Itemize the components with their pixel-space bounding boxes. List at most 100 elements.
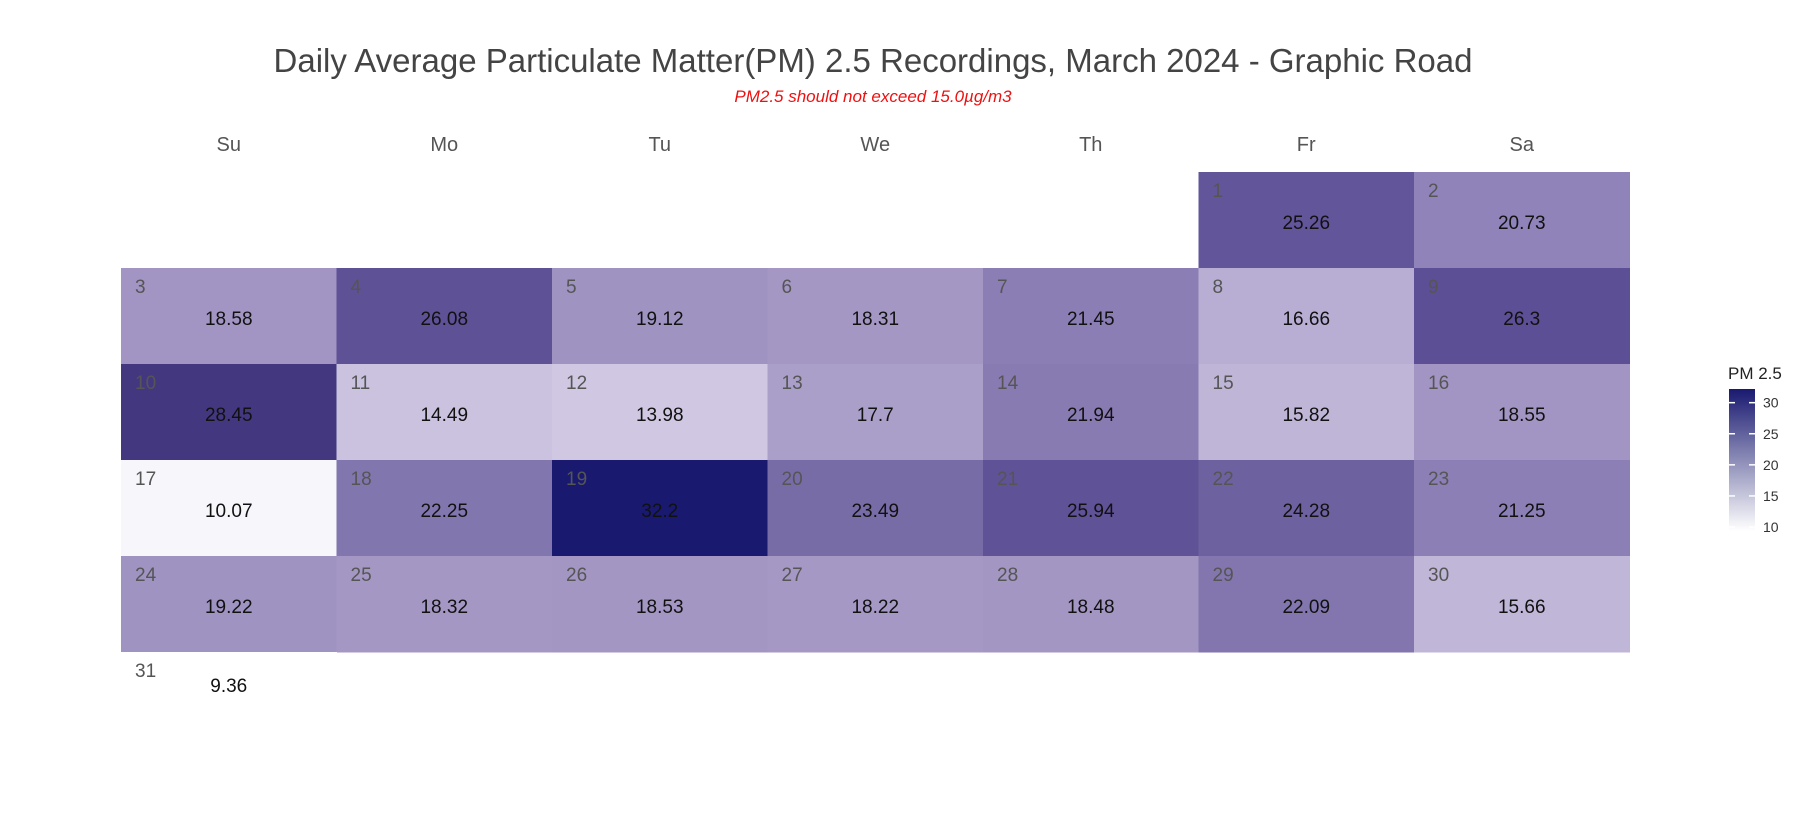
day-cell-rect: [336, 556, 553, 653]
day-cell-27: 27 18.22: [767, 556, 984, 653]
day-cell-9: 926.3: [1414, 268, 1630, 365]
day-cell-rect: [336, 268, 553, 365]
day-value-label: 26.3: [1503, 309, 1540, 330]
day-value-label: 18.58: [205, 309, 253, 330]
day-cell-3: 318.58: [121, 268, 337, 365]
day-number: 14: [997, 373, 1019, 394]
day-value-label: 25.94: [1067, 501, 1115, 522]
weekday-header: Su Mo Tu We Th Fr Sa: [217, 134, 1535, 156]
day-cell-10: 10 28.45: [121, 364, 337, 461]
day-cell-rect: [336, 460, 553, 557]
day-value-label: 25.26: [1282, 213, 1330, 234]
day-cell-rect: [1414, 172, 1630, 269]
day-value-label: 22.09: [1282, 597, 1330, 618]
day-value-label: 13.98: [636, 405, 684, 426]
day-value-label: 19.22: [205, 597, 253, 618]
day-cell-7: 721.45: [983, 268, 1199, 365]
day-value-label: 26.08: [420, 309, 468, 330]
day-number: 16: [1428, 373, 1449, 394]
day-cell-5: 519.12: [552, 268, 768, 365]
weekday-label-mo: Mo: [430, 134, 458, 156]
day-cell-rect: [767, 556, 984, 653]
day-cell-15: 15 15.82: [1198, 364, 1415, 461]
day-number: 15: [1213, 373, 1234, 394]
day-cell-rect: [552, 268, 768, 365]
day-number: 19: [566, 469, 587, 490]
day-number: 24: [135, 565, 157, 586]
day-cell-26: 26 18.53: [552, 556, 768, 653]
legend-ticks: 10 15 20 25 30: [1729, 395, 1779, 535]
day-cell-rect: [121, 460, 337, 557]
day-cell-17: 17 10.07: [121, 460, 337, 557]
day-value-label: 22.25: [420, 501, 468, 522]
day-value-label: 15.66: [1498, 597, 1546, 618]
day-cell-rect: [552, 556, 768, 653]
chart-title: Daily Average Particulate Matter(PM) 2.5…: [274, 42, 1473, 79]
day-cell-4: 426.08: [336, 268, 553, 365]
weekday-label-we: We: [860, 134, 890, 156]
day-value-label: 21.45: [1067, 309, 1115, 330]
day-cell-29: 29 22.09: [1198, 556, 1415, 653]
weekday-label-fr: Fr: [1297, 134, 1316, 156]
day-value-label: 16.66: [1282, 309, 1330, 330]
day-value-label: 32.2: [641, 501, 678, 522]
legend-tick-label: 20: [1763, 457, 1779, 473]
day-cell-6: 618.31: [767, 268, 984, 365]
day-value-label: 18.55: [1498, 405, 1546, 426]
day-cell-rect: [1414, 460, 1630, 557]
day-number: 27: [782, 565, 803, 586]
day-cell-16: 16 18.55: [1414, 364, 1630, 461]
day-cell-rect: [1414, 364, 1630, 461]
day-cell-1: 125.26: [1198, 172, 1415, 269]
day-value-label: 17.7: [857, 405, 894, 426]
legend-tick-label: 10: [1763, 519, 1779, 535]
day-cell-24: 24 19.22: [121, 556, 337, 653]
legend-tick-label: 30: [1763, 395, 1779, 411]
day-number: 21: [997, 469, 1018, 490]
day-cell-rect: [552, 460, 768, 557]
day-value-label: 24.28: [1282, 501, 1330, 522]
day-cell-12: 12 13.98: [552, 364, 768, 461]
day-cell-rect: [1414, 268, 1630, 365]
day-cell-8: 816.66: [1198, 268, 1415, 365]
day-cell-rect: [1414, 556, 1630, 653]
day-cell-22: 22 24.28: [1198, 460, 1415, 557]
day-number: 9: [1428, 277, 1439, 298]
day-number: 25: [351, 565, 372, 586]
day-number: 11: [351, 373, 371, 394]
day-number: 23: [1428, 469, 1449, 490]
day-cell-rect: [767, 364, 984, 461]
day-cell-30: 30 15.66: [1414, 556, 1630, 653]
weekday-label-th: Th: [1079, 134, 1102, 156]
day-number: 26: [566, 565, 587, 586]
day-cell-21: 21 25.94: [983, 460, 1199, 557]
day-number: 7: [997, 277, 1008, 298]
day-cell-rect: [983, 268, 1199, 365]
day-number: 18: [351, 469, 372, 490]
weekday-label-sa: Sa: [1510, 134, 1535, 156]
day-cell-20: 20 23.49: [767, 460, 984, 557]
day-number: 4: [351, 277, 362, 298]
color-legend: PM 2.5 10 15 20 25 30: [1728, 364, 1782, 535]
day-value-label: 18.22: [851, 597, 899, 618]
weekday-label-su: Su: [217, 134, 241, 156]
day-value-label: 18.31: [851, 309, 899, 330]
day-number: 2: [1428, 181, 1439, 202]
day-cell-11: 11 14.49: [336, 364, 553, 461]
day-cell-rect: [983, 364, 1199, 461]
day-cell-18: 18 22.25: [336, 460, 553, 557]
chart-subtitle: PM2.5 should not exceed 15.0µg/m3: [734, 87, 1012, 106]
day-cell-rect: [1198, 268, 1415, 365]
day-number: 22: [1213, 469, 1234, 490]
day-cell-rect: [121, 364, 337, 461]
day-value-label: 14.49: [420, 405, 468, 426]
day-cell-rect: [983, 460, 1199, 557]
day-number: 17: [135, 469, 156, 490]
weekday-label-tu: Tu: [648, 134, 671, 156]
day-number: 8: [1213, 277, 1224, 298]
day-cell-rect: [767, 460, 984, 557]
day-cell-rect: [121, 268, 337, 365]
day-cell-31: 319.36: [121, 652, 337, 749]
